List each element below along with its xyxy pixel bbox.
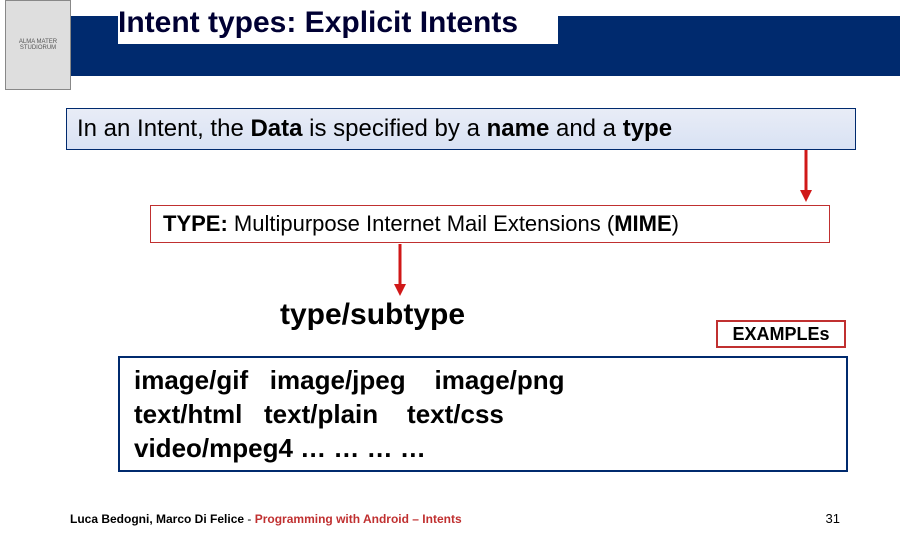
arrow-mime-down-icon <box>392 244 408 298</box>
university-logo: ALMA MATERSTUDIORUM <box>5 0 71 90</box>
examples-label-box: EXAMPLEs <box>716 320 846 348</box>
type-subtype-heading: type/subtype <box>280 298 465 332</box>
footer-credits: Luca Bedogni, Marco Di Felice - Programm… <box>70 512 462 526</box>
page-number: 31 <box>826 511 840 526</box>
mime-box: TYPE: Multipurpose Internet Mail Extensi… <box>150 205 830 243</box>
intro-box: In an Intent, the Data is specified by a… <box>66 108 856 150</box>
mime-text: TYPE: Multipurpose Internet Mail Extensi… <box>163 211 679 237</box>
examples-box: image/gif image/jpeg image/png text/html… <box>118 356 848 472</box>
slide-title: Intent types: Explicit Intents <box>118 6 558 44</box>
arrow-type-down-icon <box>798 150 814 204</box>
intro-text: In an Intent, the Data is specified by a… <box>77 115 672 143</box>
